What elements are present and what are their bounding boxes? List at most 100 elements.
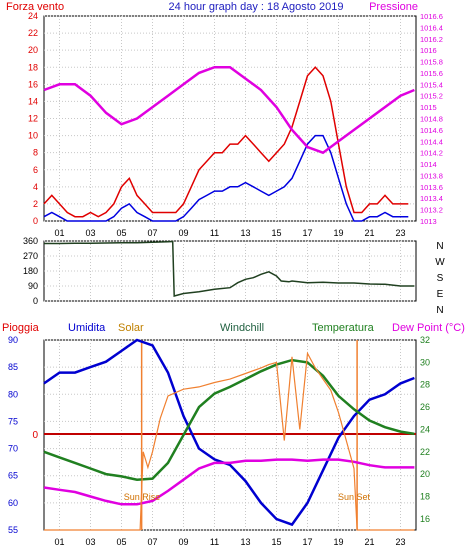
pressure-tick-label: 1016.2	[420, 35, 443, 44]
pressure-tick-labels: 1013 1013.2 1013.4 1013.6 1013.8 1014 1014.2 10…	[420, 12, 443, 226]
hour-tick-label: 01	[54, 537, 64, 547]
direction-series	[44, 240, 415, 297]
climate-chart: 55 60 65 70 75 80 85 90 16 18 20 22 24 26 28 30 32 01 03…	[8, 335, 430, 547]
wind-axis-label: Forza vento	[6, 1, 64, 13]
legend-rain: Pioggia	[2, 322, 40, 334]
hour-tick-label: 11	[210, 537, 219, 547]
humidity-tick-label: 65	[8, 471, 18, 481]
hour-tick-label: 15	[271, 228, 281, 238]
climate-series	[43, 338, 416, 531]
temperature-tick-label: 18	[420, 491, 430, 501]
humidity-tick-label: 85	[8, 362, 18, 372]
bottom-legend: Pioggia Umidita Solar Windchill Temperat…	[2, 322, 465, 334]
temperature-tick-label: 24	[420, 424, 430, 434]
compass-label: E	[437, 289, 444, 300]
humidity-tick-label: 75	[8, 416, 18, 426]
pressure-tick-label: 1015.2	[420, 92, 443, 101]
hour-tick-label: 03	[85, 537, 95, 547]
legend-dewpoint: Dew Point (°C)	[392, 322, 465, 334]
pressure-tick-label: 1014.8	[420, 115, 443, 124]
pressure-tick-label: 1014.4	[420, 137, 443, 146]
wind-tick-label: 10	[28, 131, 38, 141]
legend-solar: Solar	[118, 322, 144, 334]
hour-tick-label: 07	[147, 537, 157, 547]
hour-tick-label: 13	[240, 537, 250, 547]
series-line-umidita	[43, 338, 415, 527]
pressure-tick-label: 1016.4	[420, 23, 443, 32]
humidity-tick-label: 55	[8, 525, 18, 535]
pressure-tick-label: 1013.2	[420, 206, 443, 215]
pressure-tick-label: 1016	[420, 46, 437, 55]
hour-tick-label: 13	[240, 228, 250, 238]
pressure-tick-label: 1013	[420, 217, 437, 226]
pressure-tick-label: 1015.6	[420, 69, 443, 78]
temperature-tick-label: 16	[420, 514, 430, 524]
wind-tick-label: 0	[33, 216, 38, 226]
pressure-tick-label: 1016.6	[420, 12, 443, 21]
pressure-tick-label: 1015	[420, 103, 437, 112]
temperature-tick-label: 32	[420, 335, 430, 345]
legend-temperature: Temperatura	[312, 322, 375, 334]
pressure-tick-label: 1013.8	[420, 171, 443, 180]
wind-tick-label: 8	[33, 148, 38, 158]
hour-tick-label: 09	[178, 228, 188, 238]
pressure-tick-label: 1014.6	[420, 126, 443, 135]
temperature-tick-label: 26	[420, 402, 430, 412]
series-line-solar	[44, 351, 415, 531]
hour-tick-label: 21	[364, 228, 374, 238]
hour-tick-label: 21	[364, 537, 374, 547]
compass-label: W	[435, 257, 445, 268]
hour-tick-label: 19	[333, 537, 343, 547]
temperature-tick-label: 20	[420, 469, 430, 479]
hour-tick-label: 17	[302, 537, 312, 547]
pressure-tick-label: 1013.6	[420, 183, 443, 192]
hour-tick-label: 09	[178, 537, 188, 547]
compass-label: N	[436, 241, 443, 252]
series-line-dew-point	[43, 458, 415, 506]
legend-windchill: Windchill	[220, 322, 264, 334]
compass-label: N	[436, 305, 443, 316]
sunset-label: Sun Set	[338, 492, 371, 502]
direction-tick-label: 0	[33, 296, 38, 306]
hour-tick-label: 05	[116, 228, 126, 238]
direction-tick-labels: 0 90 180 270 360	[23, 236, 38, 306]
wind-tick-label: 14	[28, 96, 38, 106]
wind-tick-label: 22	[28, 28, 38, 38]
hour-tick-label: 01	[54, 228, 64, 238]
pressure-tick-label: 1014	[420, 160, 437, 169]
direction-tick-label: 90	[28, 281, 38, 291]
hour-tick-label: 23	[395, 537, 405, 547]
direction-tick-label: 360	[23, 236, 38, 246]
pressure-tick-label: 1015.4	[420, 80, 443, 89]
wind-series	[43, 65, 415, 222]
humidity-tick-labels: 55 60 65 70 75 80 85 90	[8, 335, 18, 535]
temperature-tick-label: 22	[420, 447, 430, 457]
hour-tick-label: 23	[395, 228, 405, 238]
wind-tick-label: 2	[33, 199, 38, 209]
direction-grid	[44, 240, 416, 302]
humidity-tick-label: 80	[8, 389, 18, 399]
wind-tick-label: 12	[28, 114, 38, 124]
wind-tick-label: 16	[28, 79, 38, 89]
wind-tick-label: 20	[28, 45, 38, 55]
pressure-tick-label: 1014.2	[420, 149, 443, 158]
series-line-direction	[44, 240, 415, 297]
series-line-raffica	[43, 134, 409, 222]
hour-tick-label: 11	[210, 228, 219, 238]
series-line-temperatura	[43, 358, 415, 481]
series-line-forza-vento	[43, 66, 409, 218]
rain-zero-label: 0	[32, 430, 38, 441]
pressure-axis-label: Pressione	[369, 1, 418, 13]
pressure-tick-label: 1013.4	[420, 194, 443, 203]
hour-tick-label: 19	[333, 228, 343, 238]
hour-tick-label: 15	[271, 537, 281, 547]
temperature-tick-labels: 16 18 20 22 24 26 28 30 32	[420, 335, 430, 524]
hour-tick-labels-top: 01 03 05 07 09 11 13 15 17 19 21 23	[54, 228, 405, 238]
hour-tick-label: 05	[116, 537, 126, 547]
chart-title: 24 hour graph day : 18 Agosto 2019	[169, 1, 344, 13]
pressure-tick-label: 1015.8	[420, 58, 443, 67]
